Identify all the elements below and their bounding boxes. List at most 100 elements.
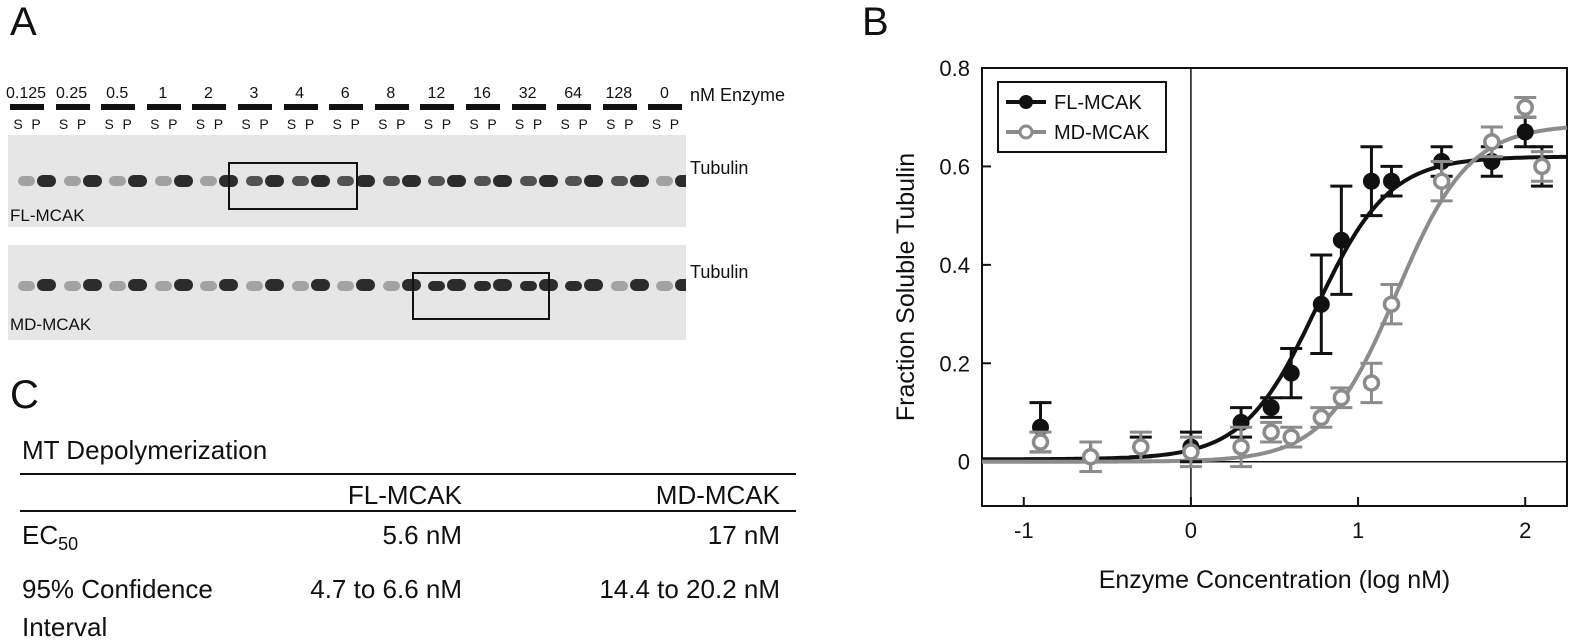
lane-label: S	[195, 116, 206, 132]
lane-label: S	[651, 116, 662, 132]
table-cell-fl-ec50: 5.6 nM	[382, 520, 463, 550]
conc-bar	[10, 104, 44, 110]
gel-band	[428, 281, 446, 291]
data-point-fl-mcak	[1262, 399, 1280, 417]
conc-label: 3	[249, 85, 259, 102]
gel-band	[493, 279, 512, 291]
gel-band	[265, 279, 284, 291]
gel-band	[63, 281, 81, 291]
conc-bar	[420, 104, 455, 110]
gel-label-md-mcak: MD-MCAK	[10, 315, 92, 334]
data-point-md-mcak	[1432, 172, 1451, 190]
gel-band	[82, 175, 102, 187]
lane-label: P	[259, 116, 269, 132]
gel-band	[291, 176, 309, 186]
lane-label: S	[58, 116, 69, 132]
gel-band	[63, 176, 81, 186]
conc-bar	[101, 104, 136, 110]
gel-band	[519, 281, 537, 291]
conc-label: 0.5	[106, 85, 129, 102]
gel-band	[474, 176, 491, 186]
gel-band	[291, 281, 309, 291]
gel-band	[200, 176, 218, 186]
data-point-md-mcak	[1132, 438, 1150, 456]
lane-label: S	[378, 116, 388, 132]
conc-label: 0.25	[56, 85, 88, 102]
table-row-ci-label-line1: 95% Confidence	[22, 574, 213, 604]
gel-band	[337, 281, 355, 291]
y-tick-label: 0	[958, 450, 970, 475]
x-axis-label: Enzyme Concentration (log nM)	[1099, 566, 1451, 594]
y-tick-label: 0.6	[939, 154, 970, 179]
table-row-ci-label-line2: Interval	[22, 612, 108, 642]
gel-band	[310, 279, 330, 291]
lane-label: S	[423, 116, 434, 132]
gel-band	[656, 281, 674, 291]
gel-band	[447, 175, 467, 187]
x-tick-label: -1	[1014, 518, 1034, 543]
lane-label: P	[31, 116, 41, 132]
table-cell-fl-ci: 4.7 to 6.6 nM	[310, 574, 462, 604]
gel-band	[382, 281, 400, 291]
lane-label: P	[532, 116, 543, 132]
gel-band	[519, 176, 537, 186]
lane-label: P	[168, 116, 178, 132]
lane-label: P	[122, 116, 132, 132]
y-tick-label: 0.8	[939, 56, 970, 81]
gel-band	[447, 279, 467, 291]
conc-label: 0	[659, 85, 669, 102]
table-cell-md-ec50: 17 nM	[707, 520, 780, 550]
conc-label: 32	[518, 85, 537, 102]
gel-band	[474, 281, 491, 291]
lane-label: S	[514, 116, 525, 132]
conc-label: 64	[564, 85, 583, 102]
x-tick-label: 1	[1352, 518, 1364, 543]
gel-band	[219, 279, 239, 291]
lane-label: S	[13, 116, 23, 132]
data-point-fl-mcak	[1332, 231, 1350, 249]
y-tick-label: 0.2	[939, 351, 970, 376]
gel-bottom	[8, 245, 686, 340]
gel-unit-label: nM Enzyme	[690, 85, 786, 105]
lane-label: P	[76, 116, 87, 132]
gel-band	[128, 175, 148, 187]
data-point-fl-mcak	[1362, 172, 1380, 190]
gel-band	[356, 175, 376, 187]
data-point-fl-mcak	[1516, 123, 1534, 141]
highlight-box-top	[228, 162, 358, 210]
conc-bar	[283, 104, 318, 110]
gel-band	[656, 176, 674, 186]
lane-label: S	[150, 116, 160, 132]
gel-band	[675, 279, 686, 291]
legend-marker	[1019, 95, 1033, 109]
table-row-ec50-label: EC50	[22, 520, 79, 555]
lane-label: S	[104, 116, 114, 132]
lane-label: P	[213, 116, 224, 132]
gel-band	[37, 175, 56, 187]
table-top-rule	[20, 473, 796, 475]
data-point-md-mcak	[1516, 98, 1534, 117]
gel-band	[401, 175, 421, 187]
ec50-chart: 0 0.2 0.4 0.6 0.8 -1 0 1 2 Enzyme Concentration (…	[892, 56, 1568, 594]
conc-label: 8	[386, 85, 396, 102]
conc-bar	[557, 104, 592, 110]
data-point-md-mcak	[1332, 388, 1351, 407]
lane-label: P	[487, 116, 497, 132]
lane-label: P	[441, 116, 452, 132]
data-point-fl-mcak	[1383, 172, 1400, 190]
conc-label: 4	[295, 85, 305, 102]
plot-frame	[981, 67, 1568, 507]
gel-band	[265, 175, 284, 187]
gel-label-fl-mcak: FL-MCAK	[10, 206, 85, 225]
data-point-md-mcak	[1382, 295, 1401, 313]
data-point-md-mcak	[1232, 438, 1250, 456]
gel-band	[584, 279, 604, 291]
gel-band	[18, 176, 35, 186]
lane-label: P	[669, 116, 680, 132]
gel-band	[154, 176, 172, 186]
conc-label: 0.125	[6, 85, 47, 102]
gel-band	[310, 175, 330, 187]
data-point-fl-mcak	[1282, 364, 1300, 382]
y-axis-label: Fraction Soluble Tubulin	[892, 153, 920, 421]
conc-label: 6	[340, 85, 350, 102]
